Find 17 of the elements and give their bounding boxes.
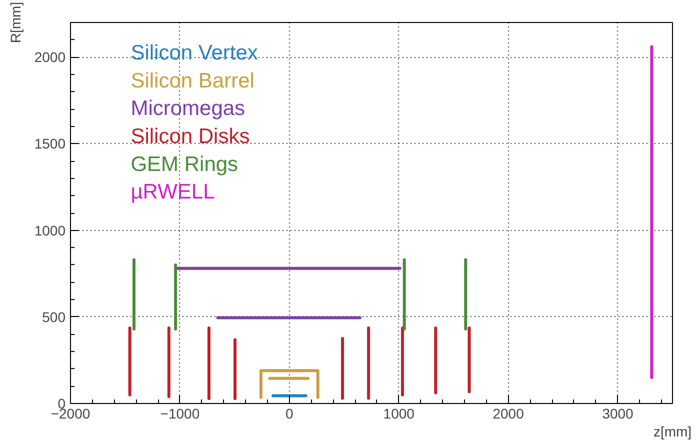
x-tick-label: 0 bbox=[286, 406, 294, 422]
y-tick-label: 1500 bbox=[34, 136, 66, 152]
text: Silicon Barrel bbox=[130, 69, 254, 92]
y-tick-label: 1000 bbox=[34, 222, 66, 238]
text: GEM Rings bbox=[130, 152, 238, 176]
y-tick-label: 500 bbox=[42, 308, 66, 325]
text: Micromegas bbox=[130, 97, 246, 120]
y-axis-title: R[mm] bbox=[7, 2, 24, 44]
x-tick-label: −1000 bbox=[160, 406, 200, 422]
x-tick-label: 1000 bbox=[383, 406, 415, 422]
x-tick-label: 3000 bbox=[602, 406, 634, 422]
text: µRWELL bbox=[130, 180, 215, 204]
x-axis-title: z[mm] bbox=[653, 424, 692, 440]
y-tick-label: 2000 bbox=[34, 49, 66, 66]
text: Silicon Vertex bbox=[130, 42, 258, 65]
x-tick-label: 2000 bbox=[492, 406, 524, 422]
text: Silicon Disks bbox=[130, 124, 250, 148]
